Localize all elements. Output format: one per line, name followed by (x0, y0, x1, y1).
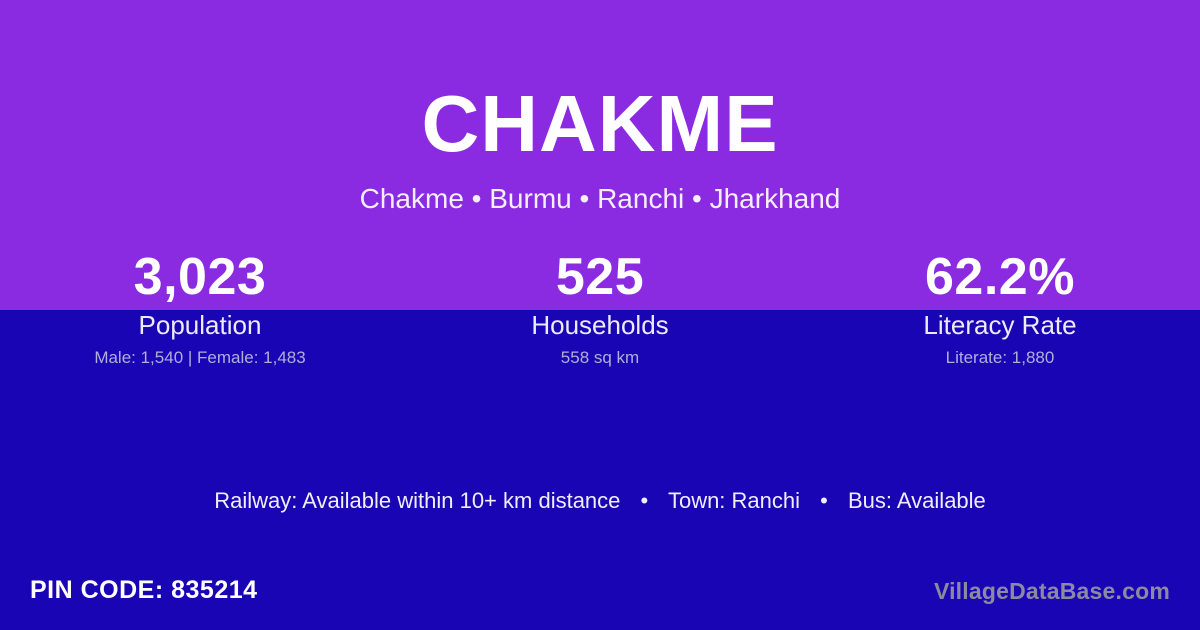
stat-population: 3,023 Population Male: 1,540 | Female: 1… (0, 248, 400, 368)
stat-literacy-rate: 62.2% Literacy Rate Literate: 1,880 (800, 248, 1200, 368)
stat-households: 525 Households 558 sq km (400, 248, 800, 368)
stat-sub-detail: 558 sq km (560, 348, 640, 367)
site-brand: VillageDataBase.com (933, 578, 1170, 604)
background-top-band (0, 0, 1200, 310)
stat-label: Households (531, 310, 669, 340)
bullet-separator-icon: • (820, 488, 828, 513)
breadcrumb: Chakme • Burmu • Ranchi • Jharkhand (359, 183, 841, 214)
stat-value: 62.2% (925, 248, 1075, 306)
stats-row: 3,023 Population Male: 1,540 | Female: 1… (0, 248, 1200, 368)
amenities-line: Railway: Available within 10+ km distanc… (0, 487, 1200, 515)
stat-sub-detail: Literate: 1,880 (945, 348, 1055, 367)
stat-value: 525 (555, 248, 645, 306)
stat-sub-detail: Male: 1,540 | Female: 1,483 (94, 348, 306, 367)
stat-value: 3,023 (133, 248, 267, 306)
amenity-railway: Railway: Available within 10+ km distanc… (214, 488, 621, 513)
bullet-separator-icon: • (640, 488, 649, 513)
amenity-bus: Bus: Available (847, 488, 986, 513)
stat-label: Population (138, 310, 262, 340)
background-bottom-band (0, 310, 1200, 630)
amenity-town: Town: Ranchi (667, 488, 801, 513)
stat-label: Literacy Rate (923, 310, 1077, 340)
page-title: CHAKME (421, 79, 779, 168)
pin-code: PIN CODE: 835214 (30, 576, 258, 604)
